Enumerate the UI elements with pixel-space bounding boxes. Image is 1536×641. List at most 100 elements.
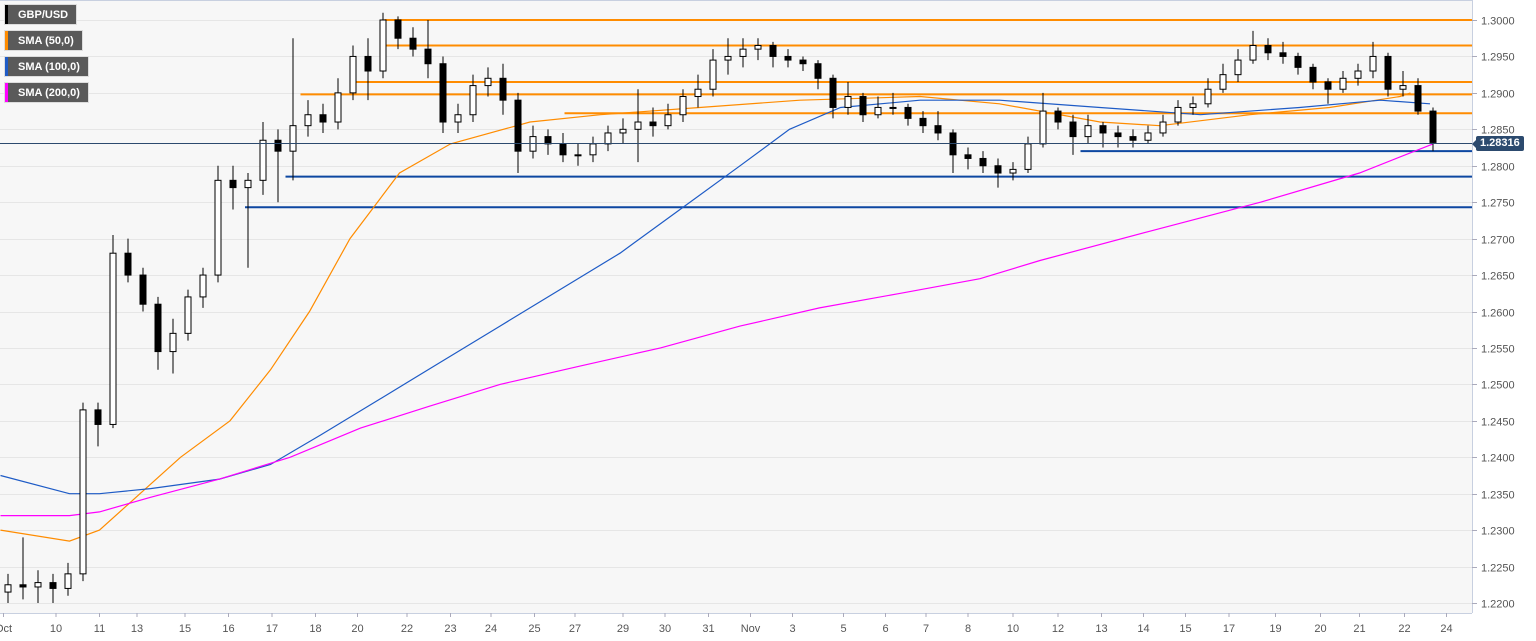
legend-item-gbpusd[interactable]: GBP/USD: [4, 4, 78, 25]
candle-body-up: [199, 274, 207, 298]
candle: [919, 111, 927, 133]
candle: [1264, 38, 1272, 61]
candle-body-up: [34, 582, 42, 588]
x-tick-label: 17: [266, 623, 278, 635]
y-tick-label: 1.2250: [1481, 563, 1515, 575]
candle-body-up: [739, 48, 747, 57]
x-tick-label: 27: [569, 623, 581, 635]
candle-body-up: [724, 55, 732, 61]
candle-body-down: [424, 48, 432, 65]
candle: [514, 92, 522, 174]
candle-body-up: [664, 114, 672, 127]
candle-body-up: [109, 252, 117, 425]
candle: [364, 38, 372, 101]
candle: [1129, 129, 1137, 148]
candle: [154, 296, 162, 370]
candle: [769, 41, 777, 68]
candle-body-up: [844, 96, 852, 108]
legend-item-sma200[interactable]: SMA (200,0): [4, 82, 89, 103]
candle-body-down: [1069, 121, 1077, 138]
legend-swatch: [5, 5, 8, 24]
candle: [709, 49, 717, 97]
candle-body-down: [1264, 45, 1272, 54]
y-tick-label: 1.3000: [1481, 16, 1515, 28]
candle: [694, 74, 702, 108]
candle-body-up: [1249, 45, 1257, 61]
legend-item-sma50[interactable]: SMA (50,0): [4, 30, 83, 51]
x-tick-label: Oct: [0, 623, 12, 635]
candle: [754, 38, 762, 61]
candle: [244, 173, 252, 268]
y-tick-label: 1.2200: [1481, 599, 1515, 611]
candle-body-up: [64, 573, 72, 589]
x-tick-label: 12: [1052, 623, 1064, 635]
candle: [289, 38, 297, 181]
x-tick-label: 17: [1223, 623, 1235, 635]
candle: [634, 89, 642, 163]
candle-body-up: [694, 88, 702, 98]
candle-body-down: [919, 117, 927, 127]
candle: [1069, 114, 1077, 155]
candle: [1234, 49, 1242, 82]
candles: [4, 12, 1437, 603]
x-tick-label: 16: [222, 623, 234, 635]
legend-swatch: [5, 31, 8, 50]
candle: [499, 63, 507, 115]
candle-body-up: [484, 77, 492, 87]
candle-body-up: [574, 154, 582, 157]
x-tick-label: 14: [1137, 623, 1149, 635]
sma-line: [0, 99, 1431, 495]
candle: [784, 49, 792, 68]
candle-body-up: [214, 179, 222, 276]
candle-body-up: [1084, 125, 1092, 138]
candle: [394, 16, 402, 50]
x-tick-label: 8: [965, 623, 971, 635]
candle: [49, 573, 57, 603]
candle-body-up: [4, 584, 12, 593]
candle-body-up: [1219, 74, 1227, 90]
candle: [1204, 78, 1212, 108]
candle-body-up: [604, 132, 612, 145]
candle-body-down: [799, 59, 807, 65]
candle-body-down: [1384, 55, 1392, 90]
legend-label: SMA (50,0): [18, 34, 74, 47]
candle-body-up: [679, 96, 687, 116]
candle-body-down: [1324, 81, 1332, 90]
candle: [1384, 52, 1392, 97]
y-tick-label: 1.2550: [1481, 344, 1515, 356]
candle: [1054, 107, 1062, 130]
x-tick-label: 13: [1095, 623, 1107, 635]
candle-body-up: [1234, 59, 1242, 76]
candle: [814, 60, 822, 90]
candle-body-up: [79, 409, 87, 575]
candle: [64, 562, 72, 596]
candle-body-down: [1294, 55, 1302, 68]
candle: [124, 238, 132, 283]
candle-body-down: [499, 77, 507, 101]
candle: [229, 165, 237, 210]
candle: [334, 78, 342, 130]
legend-item-sma100[interactable]: SMA (100,0): [4, 56, 89, 77]
candle-body-up: [1369, 55, 1377, 72]
candle-body-down: [859, 96, 867, 116]
candle-body-up: [1144, 132, 1152, 141]
candle-body-up: [379, 19, 387, 72]
candle: [859, 92, 867, 123]
x-tick-label: 22: [401, 623, 413, 635]
candle: [724, 38, 732, 75]
candle-body-up: [244, 179, 252, 189]
candle: [904, 103, 912, 126]
x-tick-label: 21: [1353, 623, 1365, 635]
legend-label: SMA (200,0): [18, 86, 80, 99]
candle-body-up: [709, 59, 717, 90]
candle-body-down: [364, 55, 372, 72]
candle-body-up: [334, 92, 342, 123]
candle: [1219, 63, 1227, 93]
legend-label: GBP/USD: [18, 8, 69, 21]
candle-body-up: [1024, 143, 1032, 170]
candle: [619, 118, 627, 144]
candle: [994, 158, 1002, 188]
candle-body-down: [19, 584, 27, 588]
candle-body-down: [154, 303, 162, 353]
